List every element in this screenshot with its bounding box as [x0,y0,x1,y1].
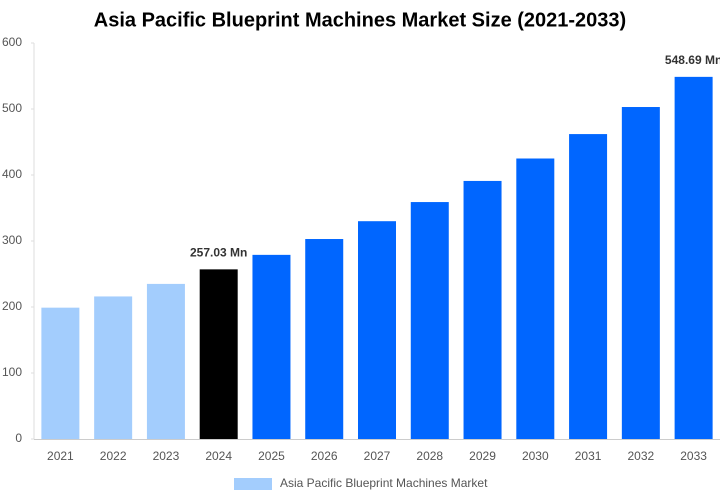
y-tick-label: 100 [2,365,22,379]
x-tick-label: 2032 [627,449,654,463]
x-tick-label: 2024 [205,449,232,463]
bar [146,283,185,439]
bar [94,296,133,439]
x-tick-label: 2030 [522,449,549,463]
x-tick-label: 2021 [47,449,74,463]
x-tick-label: 2025 [258,449,285,463]
y-tick-label: 200 [2,299,22,313]
x-tick-label: 2028 [416,449,443,463]
bar [621,107,660,440]
x-tick-label: 2029 [469,449,496,463]
y-tick-label: 400 [2,167,22,181]
y-tick-label: 500 [2,101,22,115]
x-tick-label: 2027 [364,449,391,463]
bar [674,76,713,440]
value-label: 257.03 Mn [190,246,247,260]
legend-label: Asia Pacific Blueprint Machines Market [280,476,488,490]
bar [199,269,238,439]
bar [252,254,291,439]
y-tick-label: 300 [2,233,22,247]
bar [569,134,608,439]
x-tick-label: 2031 [575,449,602,463]
y-tick-label: 0 [15,431,22,445]
x-tick-label: 2023 [153,449,180,463]
bar [410,202,449,439]
x-tick-label: 2033 [680,449,707,463]
x-tick-label: 2022 [100,449,127,463]
bar [516,158,555,439]
value-label: 548.69 Mn [665,53,720,67]
bar [463,180,502,439]
bar [358,221,396,439]
x-tick-label: 2026 [311,449,338,463]
bar [305,239,344,439]
y-tick-label: 600 [2,35,22,49]
legend-swatch [234,478,272,490]
chart-title: Asia Pacific Blueprint Machines Market S… [94,9,626,31]
bar [41,307,80,439]
